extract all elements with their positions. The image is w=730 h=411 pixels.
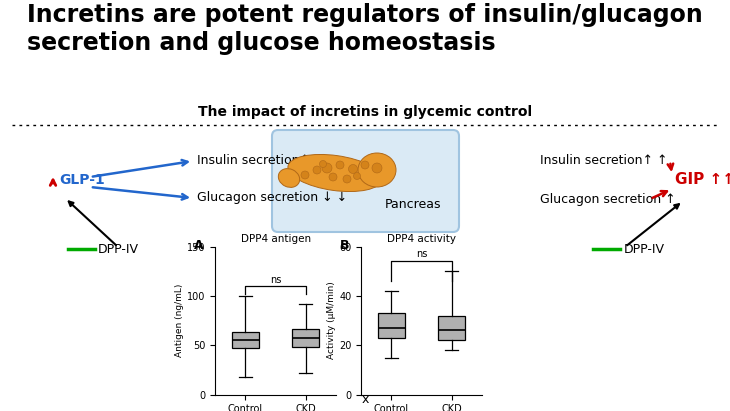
Text: Glucagon secretion ↑: Glucagon secretion ↑ <box>540 192 676 206</box>
Text: DPP-IV: DPP-IV <box>624 242 665 256</box>
Circle shape <box>301 171 309 179</box>
Text: GLP-1: GLP-1 <box>59 173 104 187</box>
PathPatch shape <box>378 313 405 338</box>
Text: B: B <box>339 239 349 252</box>
Circle shape <box>313 166 321 174</box>
Y-axis label: Activity (µM/min): Activity (µM/min) <box>328 282 337 360</box>
Title: DPP4 activity: DPP4 activity <box>387 234 456 245</box>
Circle shape <box>343 175 351 183</box>
Text: Incretins are potent regulators of insulin/glucagon
secretion and glucose homeos: Incretins are potent regulators of insul… <box>27 3 703 55</box>
Circle shape <box>372 163 382 173</box>
Text: x: x <box>361 393 369 406</box>
Ellipse shape <box>358 153 396 187</box>
Circle shape <box>329 173 337 181</box>
Text: GIP ↑↑: GIP ↑↑ <box>675 173 730 187</box>
Text: A: A <box>193 239 203 252</box>
Y-axis label: Antigen (ng/mL): Antigen (ng/mL) <box>175 284 185 357</box>
Ellipse shape <box>278 169 300 187</box>
PathPatch shape <box>232 332 259 348</box>
Circle shape <box>353 173 361 180</box>
Circle shape <box>320 161 326 168</box>
Circle shape <box>348 164 358 173</box>
Circle shape <box>336 161 344 169</box>
PathPatch shape <box>438 316 465 340</box>
Text: Insulin secretion↑ ↑: Insulin secretion↑ ↑ <box>540 155 667 168</box>
PathPatch shape <box>292 330 319 347</box>
Text: The impact of incretins in glycemic control: The impact of incretins in glycemic cont… <box>198 105 532 119</box>
Text: ns: ns <box>270 275 281 285</box>
Ellipse shape <box>288 155 382 192</box>
Circle shape <box>322 163 332 173</box>
Text: Glucagon secretion ↓ ↓: Glucagon secretion ↓ ↓ <box>197 192 347 205</box>
Title: DPP4 antigen: DPP4 antigen <box>240 234 311 245</box>
Text: ns: ns <box>416 249 427 259</box>
Circle shape <box>361 161 369 169</box>
Text: DPP-IV: DPP-IV <box>98 242 139 256</box>
Text: Insulin secretion↑ ↑: Insulin secretion↑ ↑ <box>197 155 325 168</box>
FancyBboxPatch shape <box>272 130 459 232</box>
Text: Pancreas: Pancreas <box>385 198 441 211</box>
